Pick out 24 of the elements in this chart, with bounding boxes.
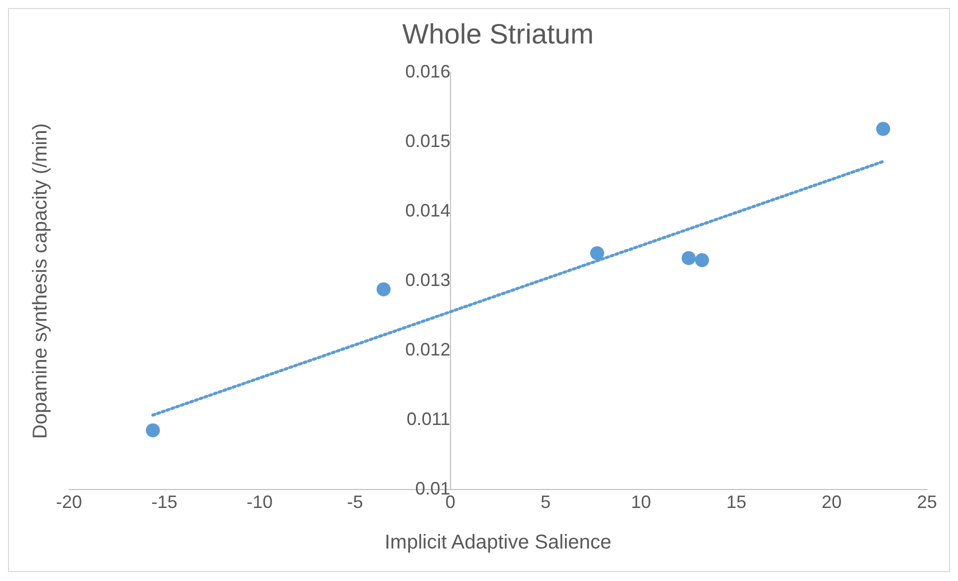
point <box>876 122 890 136</box>
x-tick-label: 20 <box>822 492 842 512</box>
x-tick-label: -10 <box>246 492 273 512</box>
y-axis-title: Dopamine synthesis capacity (/min) <box>30 123 52 439</box>
x-tick-label: -20 <box>56 492 82 512</box>
point <box>376 282 391 296</box>
x-tick-label: 5 <box>540 492 551 512</box>
x-tick-label: -5 <box>346 492 364 512</box>
y-tick-label: 0.016 <box>405 62 450 82</box>
point <box>695 253 710 268</box>
y-tick-label: 0.012 <box>405 339 450 360</box>
y-tick-label: 0.011 <box>406 408 450 429</box>
x-tick-label: -15 <box>151 492 178 512</box>
x-tick-label: 25 <box>916 492 938 512</box>
y-tick-label: 0.014 <box>405 200 450 220</box>
x-tick-label: 10 <box>630 492 652 512</box>
point <box>146 423 160 438</box>
y-tick-label: 0.013 <box>405 270 450 290</box>
point <box>682 251 696 266</box>
y-tick-label: 0.015 <box>405 131 450 152</box>
x-tick-label: 15 <box>726 492 746 512</box>
x-axis-title: Implicit Adaptive Salience <box>384 532 612 554</box>
chart-title: Whole Striatum <box>402 18 594 50</box>
point <box>590 246 604 260</box>
